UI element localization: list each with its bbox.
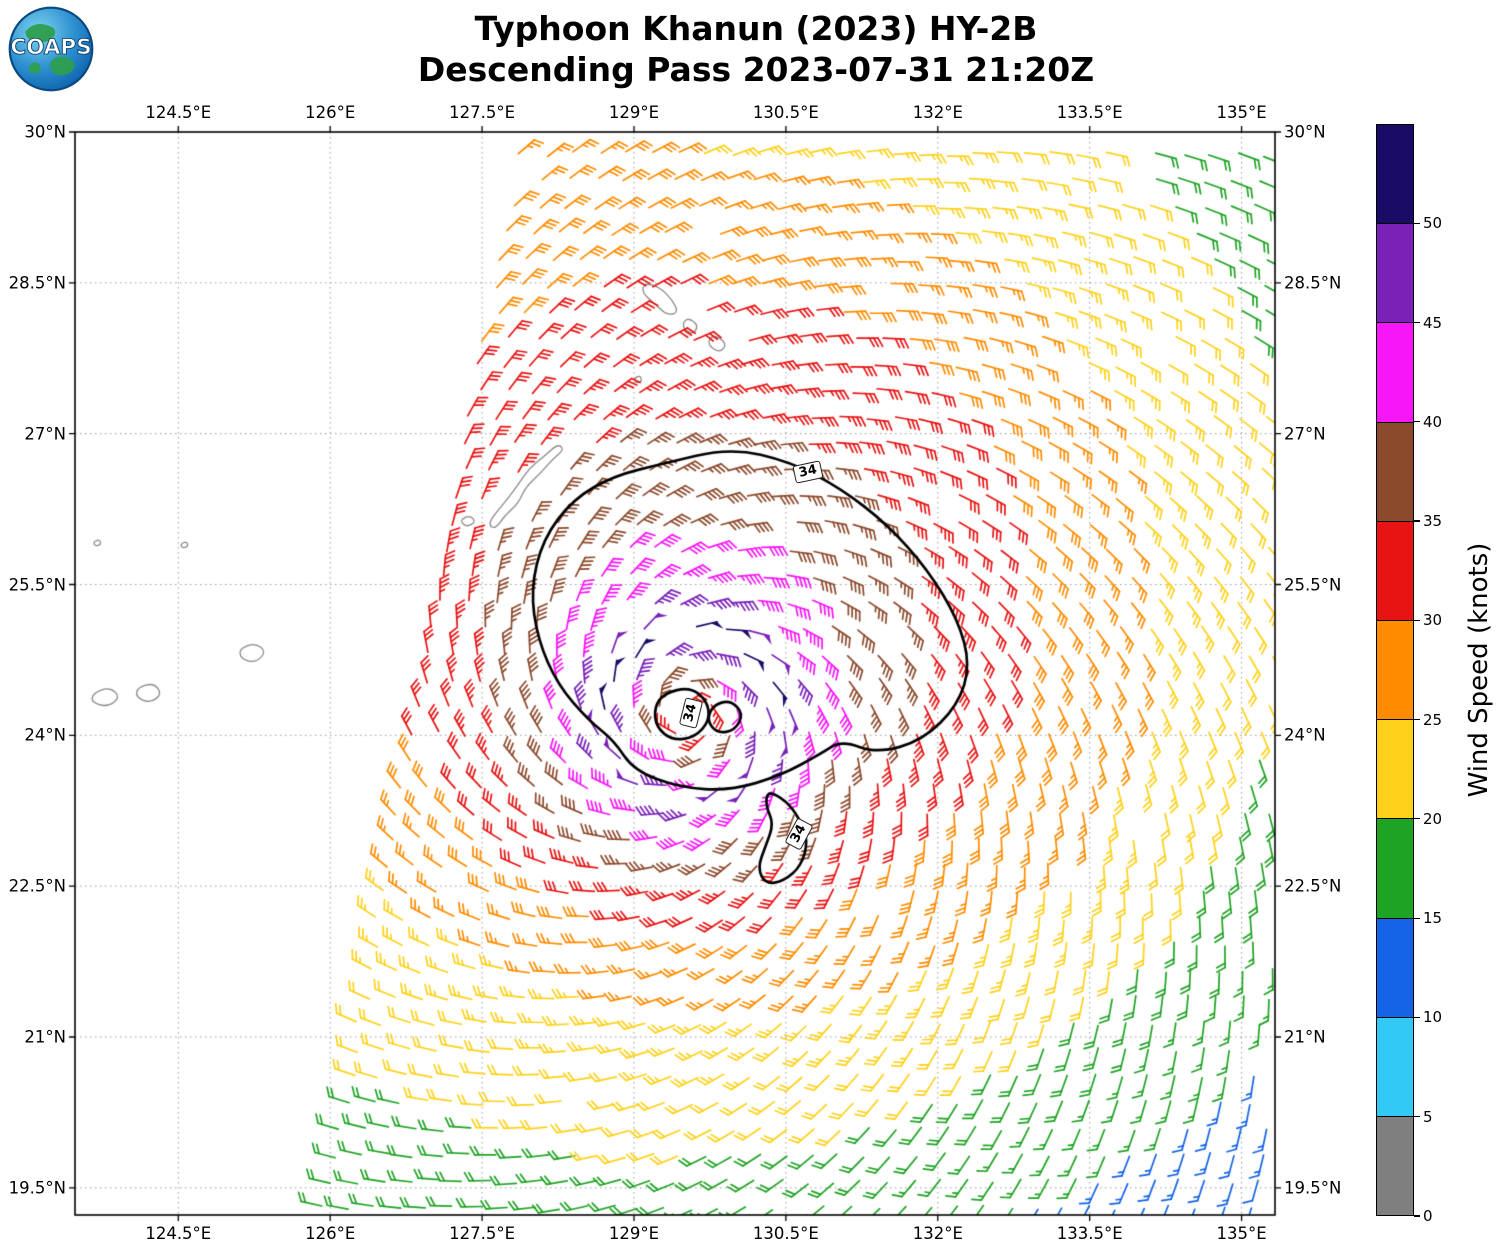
lon-tick-label-top: 133.5°E xyxy=(1056,103,1123,122)
colorbar-tick xyxy=(1414,520,1420,522)
lon-tick-label-bottom: 132°E xyxy=(912,1224,963,1243)
colorbar-tick-label: 15 xyxy=(1423,909,1443,928)
lat-tick-label-right: 19.5°N xyxy=(1284,1178,1342,1198)
lat-tick-label-right: 30°N xyxy=(1284,122,1326,142)
lon-tick-label-top: 126°E xyxy=(305,103,356,122)
colorbar-segment xyxy=(1377,1116,1413,1216)
colorbar-tick xyxy=(1414,1016,1420,1019)
lon-tick-label-top: 130.5°E xyxy=(752,103,819,122)
lat-tick-label-left: 27°N xyxy=(24,424,66,444)
colorbar-tick-label: 30 xyxy=(1423,611,1443,630)
colorbar-tick xyxy=(1414,818,1420,820)
coaps-logo-text: COAPS xyxy=(10,35,91,60)
colorbar-segment xyxy=(1377,918,1413,1018)
lon-tick-label-bottom: 135°E xyxy=(1216,1224,1267,1243)
lat-tick-label-left: 30°N xyxy=(24,122,66,142)
colorbar-tick-label: 5 xyxy=(1423,1107,1433,1126)
globe-icon: COAPS xyxy=(8,6,94,92)
colorbar-segment xyxy=(1377,819,1413,919)
colorbar-tick-label: 35 xyxy=(1423,512,1443,531)
lat-tick-label-left: 25.5°N xyxy=(8,575,66,594)
title-line-2: Descending Pass 2023-07-31 21:20Z xyxy=(417,50,1095,89)
colorbar-tick-label: 20 xyxy=(1423,809,1443,828)
colorbar-segment xyxy=(1377,125,1413,225)
title-line-1: Typhoon Khanun (2023) HY-2B xyxy=(474,9,1038,48)
lat-tick-label-right: 25.5°N xyxy=(1284,575,1342,594)
colorbar-segment xyxy=(1377,323,1413,423)
colorbar-tick-label: 10 xyxy=(1423,1008,1443,1027)
colorbar-tick xyxy=(1414,1215,1420,1217)
colorbar-segment xyxy=(1377,422,1413,522)
colorbar-tick xyxy=(1414,917,1420,919)
colorbar-segment xyxy=(1377,620,1413,721)
lon-tick-label-bottom: 130.5°E xyxy=(752,1224,819,1243)
colorbar-tick xyxy=(1414,321,1420,324)
colorbar-tick-label: 0 xyxy=(1423,1207,1433,1225)
lon-tick-label-bottom: 124.5°E xyxy=(145,1224,212,1243)
lat-tick-label-left: 24°N xyxy=(24,725,66,745)
lat-tick-label-left: 21°N xyxy=(24,1027,66,1047)
colorbar-tick-label: 25 xyxy=(1423,710,1443,729)
lat-tick-label-left: 22.5°N xyxy=(8,876,66,896)
lon-tick-label-top: 132°E xyxy=(912,103,963,122)
lon-tick-label-top: 127.5°E xyxy=(449,103,516,122)
lat-tick-label-left: 19.5°N xyxy=(8,1178,66,1198)
colorbar-label: Wind Speed (knots) xyxy=(1464,542,1494,798)
lat-tick-label-left: 28.5°N xyxy=(8,273,66,293)
lon-tick-label-top: 129°E xyxy=(608,103,660,122)
colorbar-tick-label: 45 xyxy=(1423,313,1443,332)
colorbar-segment xyxy=(1377,1017,1413,1117)
colorbar-tick xyxy=(1414,719,1420,721)
colorbar-segment xyxy=(1377,521,1413,621)
lon-tick-label-bottom: 129°E xyxy=(608,1224,660,1243)
colorbar-tick-label: 40 xyxy=(1423,412,1443,431)
colorbar-segment xyxy=(1377,720,1413,820)
colorbar-tick xyxy=(1414,1116,1420,1118)
lon-tick-label-top: 135°E xyxy=(1216,103,1267,122)
lat-tick-label-right: 28.5°N xyxy=(1284,273,1342,293)
lat-tick-label-right: 24°N xyxy=(1284,725,1326,745)
colorbar-tick xyxy=(1414,619,1420,621)
lat-tick-label-right: 27°N xyxy=(1284,424,1326,444)
lat-tick-label-right: 21°N xyxy=(1284,1027,1326,1047)
chart-title: Typhoon Khanun (2023) HY-2B Descending P… xyxy=(418,8,1094,90)
lon-tick-label-bottom: 133.5°E xyxy=(1056,1224,1123,1243)
lon-tick-label-bottom: 127.5°E xyxy=(449,1224,516,1243)
lat-tick-label-right: 22.5°N xyxy=(1284,876,1342,896)
colorbar-tick xyxy=(1414,222,1420,224)
lon-tick-label-top: 124.5°E xyxy=(145,103,212,122)
colorbar-tick xyxy=(1414,421,1420,423)
lon-tick-label-bottom: 126°E xyxy=(305,1224,356,1243)
colorbar-segment xyxy=(1377,224,1413,324)
coaps-logo: COAPS xyxy=(8,6,94,92)
wind-barb-map xyxy=(59,116,1291,1231)
colorbar xyxy=(1376,124,1414,1216)
colorbar-tick-label: 50 xyxy=(1423,214,1443,233)
